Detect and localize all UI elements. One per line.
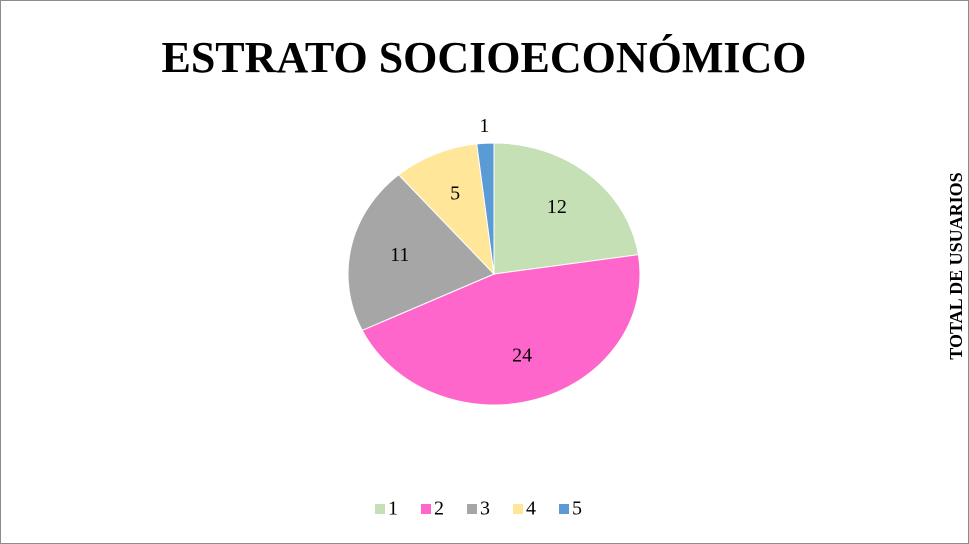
chart-title: ESTRATO SOCIOECONÓMICO (161, 33, 806, 82)
pie-slice (493, 142, 639, 275)
series-name: TOTAL DE USUARIOS (946, 172, 966, 359)
data-label: 1 (479, 115, 489, 137)
legend-swatch (559, 504, 569, 514)
legend-label: 4 (526, 498, 536, 520)
legend-label: 3 (480, 498, 490, 520)
legend-swatch (513, 504, 523, 514)
legend-label: 2 (434, 498, 444, 520)
legend-swatch (467, 504, 477, 514)
pie-slice (476, 142, 495, 275)
data-label: 11 (390, 244, 409, 266)
data-label: 5 (450, 182, 460, 204)
legend-label: 1 (388, 498, 398, 520)
legend-swatch (375, 504, 385, 514)
pie-slice (361, 254, 641, 406)
legend-swatch (421, 504, 431, 514)
data-label: 12 (547, 196, 567, 218)
pie-slice (347, 174, 495, 331)
pie-slice (397, 143, 495, 276)
legend-label: 5 (572, 498, 582, 520)
data-label: 24 (512, 344, 532, 366)
